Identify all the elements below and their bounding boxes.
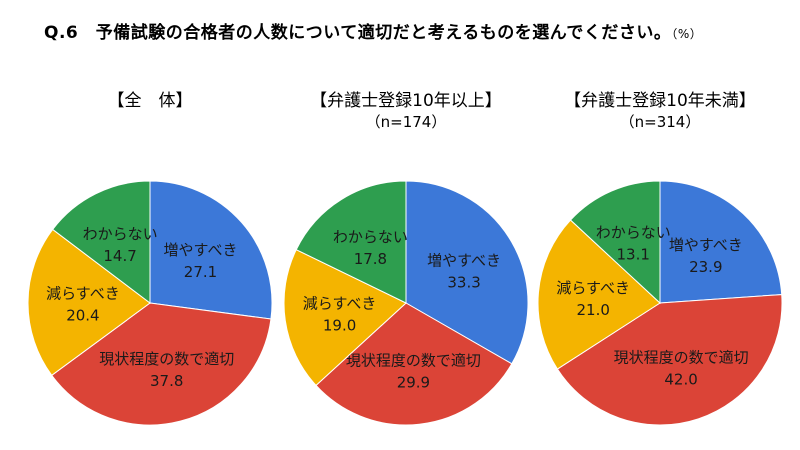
slice-label-10y-plus-appropriate: 現状程度の数で適切	[346, 352, 481, 370]
pie-subtitle-10y-plus: （n=174）	[365, 113, 447, 131]
slice-value-10y-under-unknown: 13.1	[616, 246, 649, 264]
pie-chart-10y-under: 増やすべき 23.9 現状程度の数で適切 42.0 減らすべき 21.0 わからない 13.1	[537, 180, 783, 426]
pie-slice-overall-appropriate	[51, 302, 272, 426]
slice-value-overall-decrease: 20.4	[66, 307, 99, 325]
slice-label-10y-plus-decrease: 減らすべき	[303, 295, 377, 313]
slice-label-10y-plus-increase: 増やすべき	[427, 251, 501, 269]
pie-slice-10y-under-increase	[659, 180, 783, 304]
pie-slice-10y-plus-appropriate	[315, 302, 513, 426]
pie-panel-overall: 【全 体】 増やすべき 27.1 現状程度の数で適切 37.8 減らすべき 20.4 わから…	[20, 0, 280, 450]
slice-label-overall-unknown: わからない	[83, 225, 158, 243]
slice-label-overall-increase: 増やすべき	[164, 241, 238, 259]
pie-panel-10y-plus: 【弁護士登録10年以上】 （n=174） 増やすべき 33.3 現状程度の数で適切 2…	[276, 0, 536, 450]
pie-slice-10y-plus-increase	[405, 180, 529, 365]
pie-title-10y-plus: 【弁護士登録10年以上】	[310, 91, 502, 111]
slice-value-10y-under-increase: 23.9	[689, 258, 722, 276]
slice-label-10y-under-unknown: わからない	[596, 224, 671, 242]
pie-slice-10y-under-unknown	[569, 180, 661, 305]
question-label: Q.6 予備試験の合格者の人数について適切だと考えるものを選んでください。	[44, 23, 672, 43]
slice-label-overall-decrease: 減らすべき	[46, 285, 120, 303]
pie-slice-overall-decrease	[27, 228, 151, 377]
slice-value-10y-under-appropriate: 42.0	[664, 371, 697, 389]
slice-label-overall-appropriate: 現状程度の数で適切	[99, 350, 234, 368]
pie-slice-10y-plus-decrease	[283, 249, 407, 387]
slice-value-10y-plus-increase: 33.3	[447, 273, 480, 291]
slice-value-10y-plus-unknown: 17.8	[354, 250, 387, 268]
slice-label-10y-plus-unknown: わからない	[333, 228, 408, 246]
slice-value-overall-appropriate: 37.8	[150, 372, 183, 390]
slice-value-overall-unknown: 14.7	[103, 247, 136, 265]
pie-slice-10y-plus-unknown	[295, 180, 407, 304]
pie-slice-10y-under-appropriate	[556, 294, 783, 426]
pie-title-overall: 【全 体】	[107, 91, 193, 111]
pie-title-10y-under: 【弁護士登録10年未満】	[564, 91, 756, 111]
slice-value-10y-plus-decrease: 19.0	[323, 317, 356, 335]
pie-chart-10y-plus: 増やすべき 33.3 現状程度の数で適切 29.9 減らすべき 19.0 わからない 17.8	[283, 180, 529, 426]
pie-slice-overall-increase	[149, 180, 273, 320]
slice-label-10y-under-appropriate: 現状程度の数で適切	[614, 349, 749, 367]
pie-chart-overall: 増やすべき 27.1 現状程度の数で適切 37.8 減らすべき 20.4 わからない 14.7	[27, 180, 273, 426]
slice-value-overall-increase: 27.1	[184, 263, 217, 281]
slice-label-10y-under-decrease: 減らすべき	[556, 279, 630, 297]
slice-value-10y-under-decrease: 21.0	[576, 301, 609, 319]
pie-panel-10y-under: 【弁護士登録10年未満】 （n=314） 増やすべき 23.9 現状程度の数で適切 4…	[530, 0, 790, 450]
pie-slice-overall-unknown	[51, 180, 151, 305]
unit-label: （%）	[671, 27, 703, 41]
question-title: Q.6 予備試験の合格者の人数について適切だと考えるものを選んでください。（%）	[44, 18, 702, 43]
slice-value-10y-plus-appropriate: 29.9	[397, 374, 430, 392]
slice-label-10y-under-increase: 増やすべき	[669, 236, 743, 254]
pie-slice-10y-under-decrease	[537, 219, 661, 370]
pie-subtitle-10y-under: （n=314）	[619, 113, 701, 131]
